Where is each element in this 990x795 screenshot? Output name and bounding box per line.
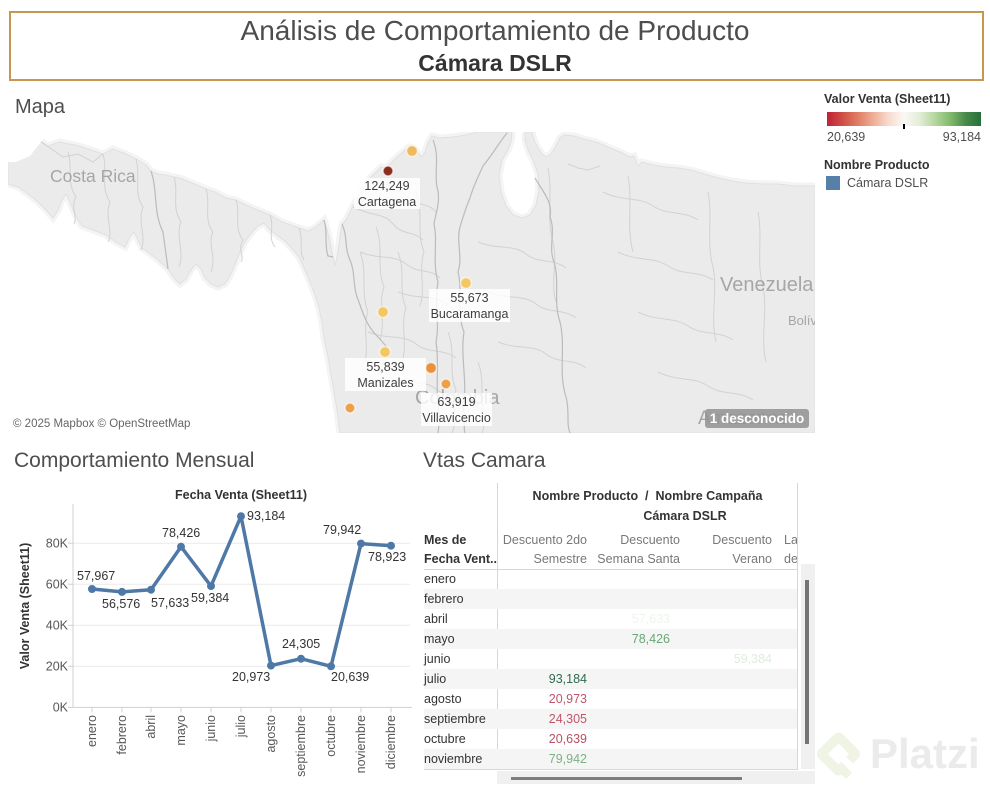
svg-text:noviembre: noviembre xyxy=(354,715,368,773)
svg-text:febrero: febrero xyxy=(115,715,129,755)
svg-text:enero: enero xyxy=(85,715,99,747)
svg-text:Platzi: Platzi xyxy=(870,730,980,777)
svg-text:60K: 60K xyxy=(46,578,69,592)
svg-text:20,973: 20,973 xyxy=(232,670,270,684)
svg-text:20,639: 20,639 xyxy=(331,670,369,684)
svg-text:Valor Venta (Sheet11): Valor Venta (Sheet11) xyxy=(18,543,32,669)
svg-text:20K: 20K xyxy=(46,660,69,674)
svg-text:Fecha Venta (Sheet11): Fecha Venta (Sheet11) xyxy=(175,488,307,502)
svg-text:diciembre: diciembre xyxy=(384,715,398,769)
svg-text:junio: junio xyxy=(204,715,218,742)
svg-text:59,384: 59,384 xyxy=(191,591,229,605)
svg-text:abril: abril xyxy=(144,715,158,739)
svg-text:Bolív: Bolív xyxy=(788,313,815,328)
svg-text:agosto: agosto xyxy=(264,715,278,753)
svg-text:24,305: 24,305 xyxy=(282,637,320,651)
svg-text:79,942: 79,942 xyxy=(323,523,361,537)
svg-text:septiembre: septiembre xyxy=(294,715,308,777)
svg-text:40K: 40K xyxy=(46,619,69,633)
svg-text:julio: julio xyxy=(234,715,248,738)
svg-text:57,967: 57,967 xyxy=(77,569,115,583)
svg-text:mayo: mayo xyxy=(174,715,188,746)
svg-text:80K: 80K xyxy=(46,537,69,551)
svg-text:0K: 0K xyxy=(53,701,69,715)
svg-text:57,633: 57,633 xyxy=(151,596,189,610)
svg-text:octubre: octubre xyxy=(324,715,338,757)
svg-text:56,576: 56,576 xyxy=(102,597,140,611)
svg-text:78,923: 78,923 xyxy=(368,550,406,564)
svg-text:© 2025 Mapbox © OpenStreetMap: © 2025 Mapbox © OpenStreetMap xyxy=(13,418,190,430)
svg-text:Venezuela: Venezuela xyxy=(720,274,814,296)
svg-text:78,426: 78,426 xyxy=(162,526,200,540)
svg-text:Costa Rica: Costa Rica xyxy=(50,166,136,186)
svg-text:93,184: 93,184 xyxy=(247,509,285,523)
